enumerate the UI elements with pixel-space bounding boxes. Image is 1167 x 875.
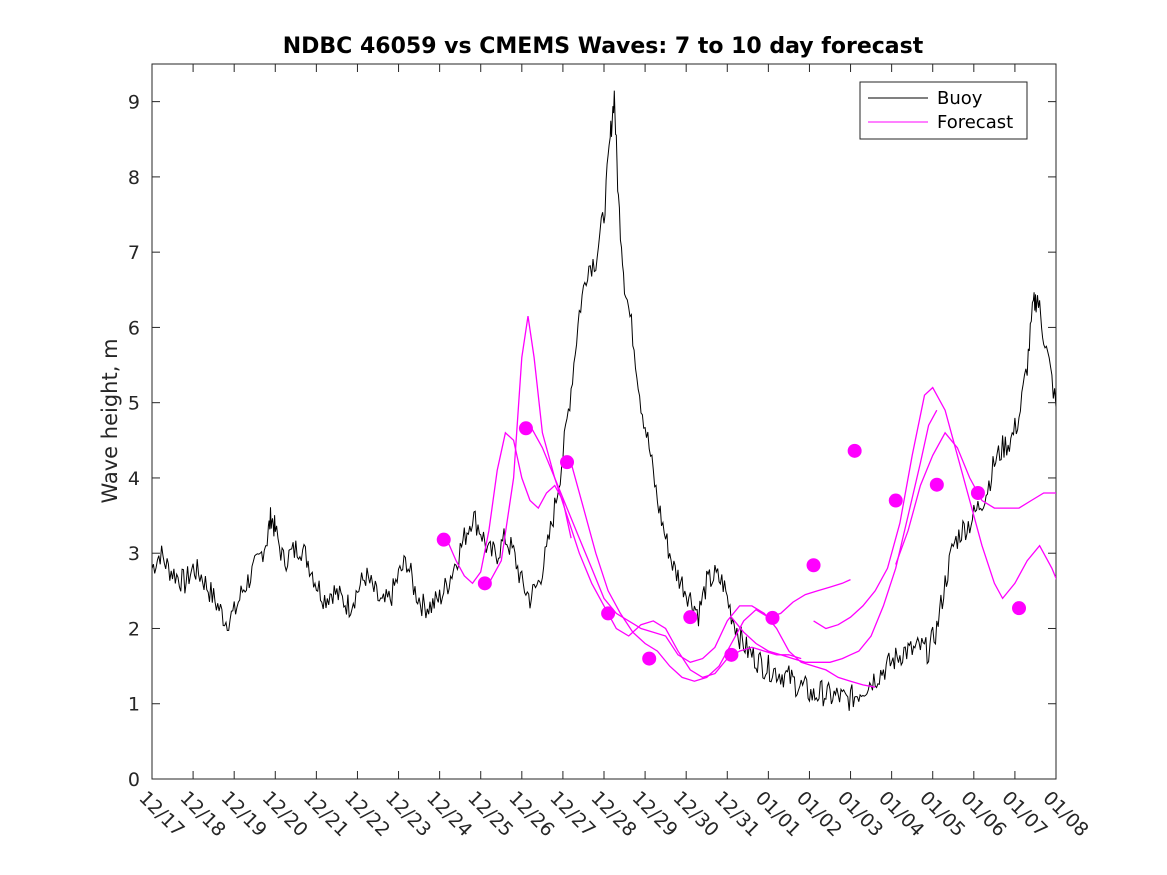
axes-box bbox=[151, 63, 1057, 780]
forecast-marker bbox=[970, 486, 985, 500]
legend-buoy-label: Buoy bbox=[937, 88, 983, 109]
forecast-line-5 bbox=[730, 409, 938, 663]
y-tick-label: 8 bbox=[128, 167, 140, 189]
y-tick-label: 9 bbox=[128, 92, 140, 114]
chart-title: NDBC 46059 vs CMEMS Waves: 7 to 10 day f… bbox=[283, 34, 924, 59]
forecast-line-2 bbox=[488, 316, 802, 679]
y-tick-label: 7 bbox=[128, 242, 140, 264]
y-tick-label: 3 bbox=[128, 543, 140, 565]
forecast-marker bbox=[477, 576, 492, 591]
series-group bbox=[152, 90, 1056, 711]
y-tick-label: 6 bbox=[128, 317, 140, 339]
plot-area bbox=[151, 63, 1057, 780]
forecast-marker bbox=[888, 493, 903, 508]
forecast-marker bbox=[1012, 601, 1027, 616]
forecast-line-1 bbox=[447, 431, 572, 585]
forecast-marker bbox=[724, 647, 739, 662]
series-layer bbox=[152, 90, 1056, 711]
forecast-marker bbox=[436, 532, 451, 547]
forecast-marker bbox=[929, 477, 944, 492]
forecast-line-3 bbox=[529, 424, 876, 688]
legend-box bbox=[859, 81, 1028, 140]
forecast-line-4 bbox=[570, 462, 851, 682]
y-tick-label: 2 bbox=[128, 618, 140, 640]
y-axis-label: Wave height, m bbox=[98, 338, 122, 503]
forecast-line-6 bbox=[813, 386, 1056, 630]
forecast-marker bbox=[601, 606, 616, 621]
forecast-marker bbox=[847, 443, 862, 458]
forecast-marker bbox=[765, 610, 780, 625]
forecast-marker bbox=[518, 421, 533, 436]
y-tick-label: 4 bbox=[128, 468, 140, 490]
buoy-line bbox=[152, 90, 1056, 711]
y-tick-label: 0 bbox=[128, 769, 140, 791]
legend: Buoy Forecast bbox=[859, 81, 1028, 140]
y-tick-label: 1 bbox=[128, 694, 140, 716]
y-tick-label: 5 bbox=[128, 393, 140, 415]
forecast-line-7 bbox=[895, 431, 1056, 565]
forecast-marker bbox=[642, 651, 657, 666]
forecast-marker bbox=[683, 610, 698, 625]
forecast-marker bbox=[806, 558, 821, 573]
legend-forecast-label: Forecast bbox=[937, 112, 1013, 133]
forecast-marker bbox=[560, 455, 575, 470]
